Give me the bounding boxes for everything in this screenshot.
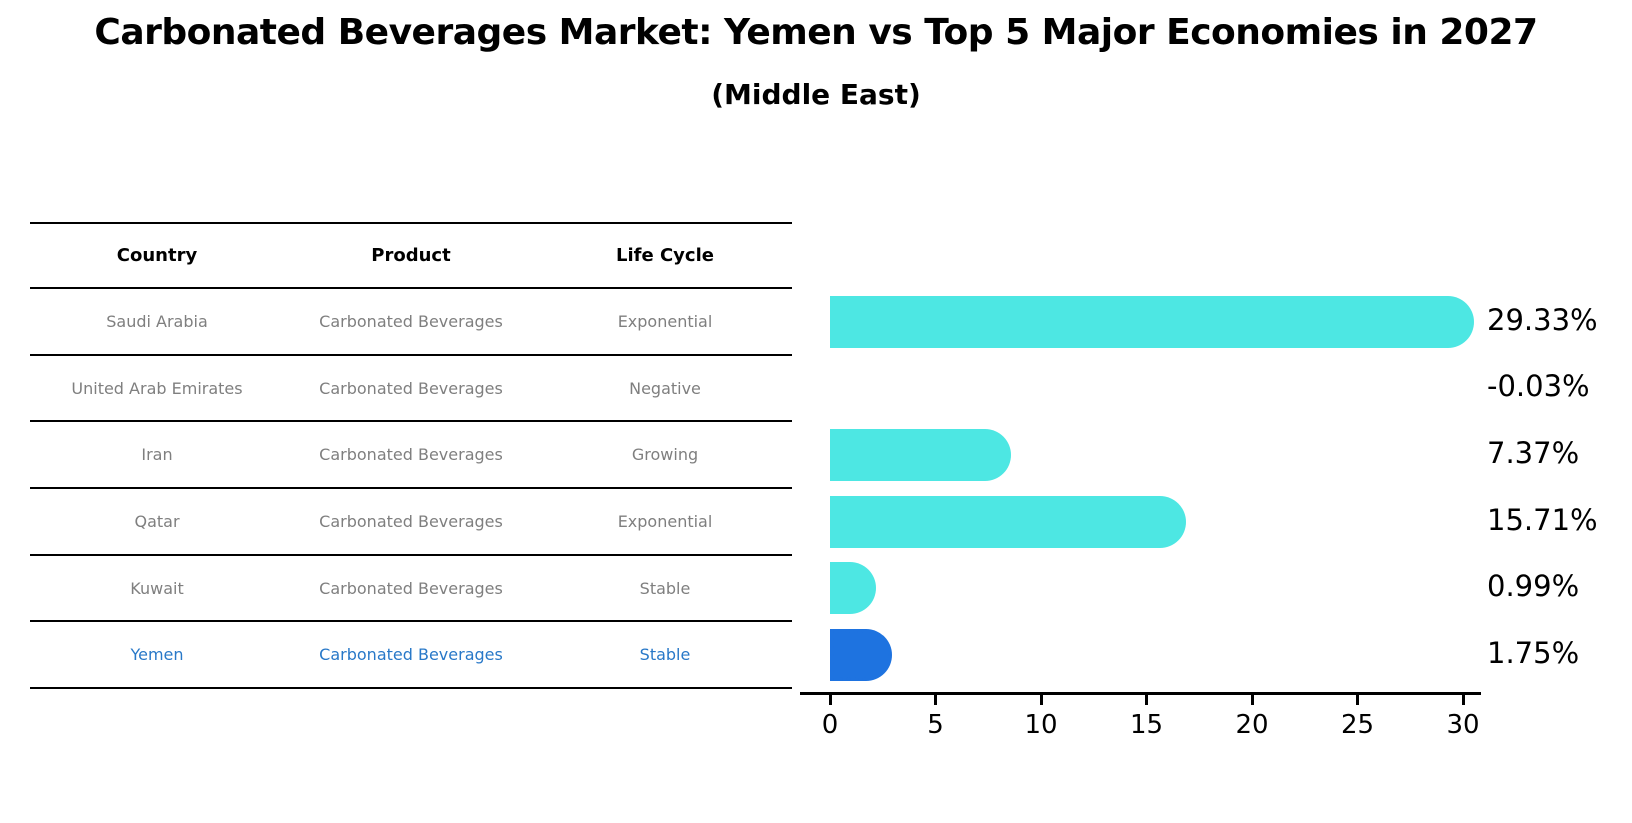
x-axis-tick-label-10: 10 <box>1024 710 1058 740</box>
table-row-united-arab-emirates: United Arab Emirates Carbonated Beverages… <box>30 355 792 422</box>
x-axis-tick-label-15: 15 <box>1129 710 1164 740</box>
chart-subtitle: (Middle East) <box>711 78 921 111</box>
bar-qatar <box>830 495 1187 548</box>
table-row-yemen: Yemen Carbonated Beverages Stable <box>30 621 792 689</box>
value-label-kuwait: 0.99% <box>1487 569 1580 604</box>
bar-yemen <box>830 629 892 681</box>
x-axis-tick-label-25: 25 <box>1340 710 1375 740</box>
country-table: Country Product Life Cycle Saudi Arabia C… <box>30 222 792 689</box>
table-header-row: Country Product Life Cycle <box>30 223 792 288</box>
lifecycle-cell: Exponential <box>617 511 713 531</box>
product-cell: Carbonated Beverages <box>319 645 503 665</box>
bar-kuwait <box>830 562 876 615</box>
bar-saudi-arabia <box>830 295 1474 348</box>
lifecycle-cell: Stable <box>639 578 691 598</box>
table-row-saudi-arabia: Saudi Arabia Carbonated Beverages Exponent… <box>30 288 792 355</box>
x-axis-tick-30 <box>1461 694 1465 705</box>
x-axis-line <box>800 692 1481 695</box>
product-cell: Carbonated Beverages <box>319 511 503 531</box>
x-axis-tick-label-0: 0 <box>821 710 839 740</box>
country-cell: Qatar <box>134 511 180 531</box>
product-cell: Carbonated Beverages <box>319 578 503 598</box>
chart-title: Carbonated Beverages Market: Yemen vs To… <box>94 12 1538 53</box>
country-cell: Saudi Arabia <box>106 311 208 331</box>
table-row-kuwait: Kuwait Carbonated Beverages Stable <box>30 555 792 622</box>
bar-iran <box>830 428 1011 481</box>
x-axis-tick-20 <box>1250 694 1254 705</box>
product-cell: Carbonated Beverages <box>319 445 503 465</box>
value-label-iran: 7.37% <box>1487 435 1580 470</box>
value-label-qatar: 15.71% <box>1487 502 1598 537</box>
x-axis-tick-15 <box>1145 694 1148 705</box>
lifecycle-cell: Stable <box>639 645 691 665</box>
column-header-lifecycle: Life Cycle <box>616 245 714 266</box>
value-label-united-arab-emirates: -0.03% <box>1487 369 1590 404</box>
x-axis-tick-25 <box>1356 694 1359 705</box>
country-cell: United Arab Emirates <box>71 378 243 398</box>
column-header-product: Product <box>371 245 451 266</box>
x-axis-tick-5 <box>934 694 937 705</box>
lifecycle-cell: Negative <box>629 378 701 398</box>
country-cell: Yemen <box>130 645 184 665</box>
value-label-saudi-arabia: 29.33% <box>1487 302 1598 337</box>
lifecycle-cell: Exponential <box>617 311 713 331</box>
x-axis-tick-label-20: 20 <box>1235 710 1269 740</box>
table-row-iran: Iran Carbonated Beverages Growing <box>30 421 792 489</box>
column-header-country: Country <box>116 245 198 266</box>
lifecycle-cell: Growing <box>631 445 699 465</box>
product-cell: Carbonated Beverages <box>319 311 503 331</box>
product-cell: Carbonated Beverages <box>319 378 503 398</box>
table-row-qatar: Qatar Carbonated Beverages Exponential <box>30 488 792 555</box>
country-cell: Iran <box>141 445 173 465</box>
country-cell: Kuwait <box>130 578 184 598</box>
value-label-yemen: 1.75% <box>1487 636 1580 670</box>
x-axis-tick-label-5: 5 <box>927 710 944 740</box>
x-axis-tick-0 <box>828 694 832 705</box>
x-axis-tick-label-30: 30 <box>1446 710 1480 740</box>
x-axis-tick-10 <box>1039 694 1043 705</box>
